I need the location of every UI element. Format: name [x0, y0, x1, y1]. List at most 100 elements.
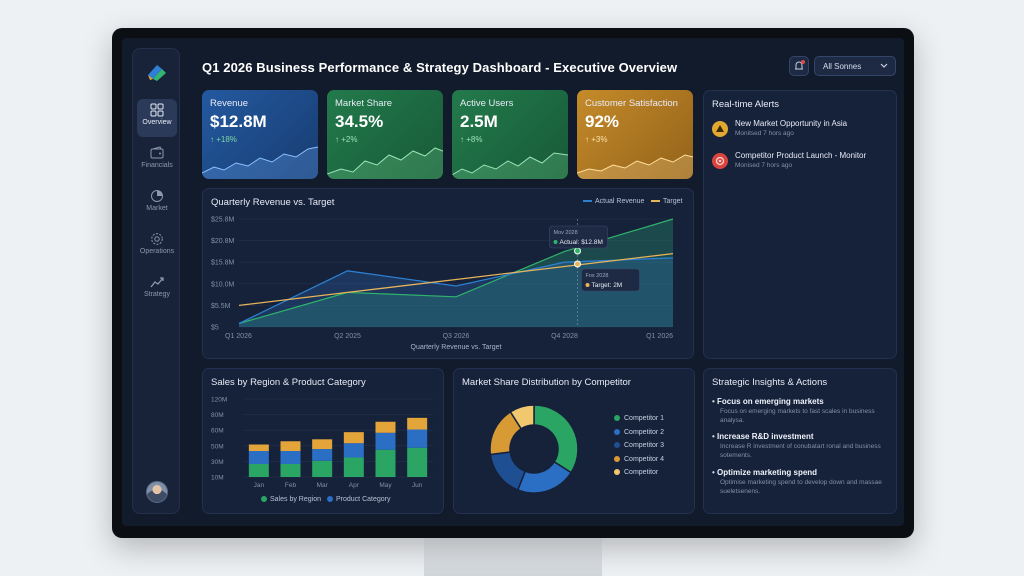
x-tick-label: Apr: [349, 482, 360, 489]
x-tick-label: Q3 2026: [443, 333, 470, 340]
alert-time: Monitsed 7 hors ago: [735, 130, 794, 137]
monitor-stand: [424, 536, 602, 576]
bar-other: [343, 432, 364, 444]
kpi-value: 34.5%: [335, 112, 384, 131]
insights-panel: Strategic Insights & Actions Focus on em…: [703, 368, 897, 514]
y-tick-label: $5: [211, 325, 219, 332]
x-tick-label: Mar: [317, 482, 329, 489]
notification-button[interactable]: [789, 56, 809, 76]
y-tick-label: 30M: [211, 459, 224, 466]
sidebar-item-financials[interactable]: Financials: [137, 142, 177, 180]
bar-other: [248, 444, 269, 451]
sidebar-item-operations[interactable]: Operations: [137, 228, 177, 266]
legend-actual: Actual Revenue: [583, 198, 644, 205]
bar-product-category: [407, 429, 428, 448]
legend-product-category: Product Category: [327, 496, 390, 503]
share-chart-title: Market Share Distribution by Competitor: [462, 377, 631, 388]
notification-dot: [801, 60, 805, 64]
sidebar-item-label: Overview: [142, 119, 172, 126]
sidebar-item-strategy[interactable]: Strategy: [137, 271, 177, 309]
donut-legend-item: Competitor: [614, 469, 658, 476]
bar-sales-by-region: [312, 460, 333, 477]
avatar[interactable]: [146, 481, 168, 503]
bar-other: [280, 441, 301, 451]
y-tick-label: 120M: [211, 397, 227, 404]
kpi-title: Revenue: [210, 98, 249, 109]
page-title: Q1 2026 Business Performance & Strategy …: [202, 60, 678, 75]
kpi-delta: ↑ +3%: [585, 135, 608, 144]
bar-other: [312, 439, 333, 450]
x-tick-label: Jan: [254, 482, 265, 489]
sidebar-item-label: Operations: [139, 248, 175, 255]
donut-legend-item: Competitor 1: [614, 415, 664, 422]
kpi-title: Active Users: [460, 98, 514, 109]
alerts-title: Real-time Alerts: [712, 99, 780, 110]
revenue-line-chart: $5 $5.5M $10.0M $15.8M $20.8M $25.8M Q1 2026 Q2…: [211, 217, 674, 351]
bell-icon: [795, 61, 803, 70]
tooltip-actual-value: Actual: $12.8M: [560, 239, 603, 246]
monitor-frame: Overview Financials Market: [112, 28, 914, 538]
kpi-value: $12.8M: [210, 112, 267, 131]
legend-target: Target: [651, 198, 682, 205]
tooltip-target-value: Target: 2M: [592, 282, 623, 289]
kpi-card-revenue[interactable]: Revenue $12.8M ↑ +18%: [202, 90, 318, 179]
chevron-down-icon: [880, 63, 888, 68]
kpi-card-active-users[interactable]: Active Users 2.5M ↑ +8%: [452, 90, 568, 179]
sidebar-item-overview[interactable]: Overview: [137, 99, 177, 137]
tooltip-actual-label: Mov 2028: [554, 230, 578, 236]
bar-sales-by-region: [407, 447, 428, 477]
insight-item[interactable]: Increase R&D investment Increase R inves…: [712, 432, 892, 461]
y-tick-label: $25.8M: [211, 217, 235, 224]
revenue-chart-panel: Quarterly Revenue vs. Target Actual Reve…: [202, 188, 694, 359]
share-donut-chart: [489, 404, 579, 494]
insight-item[interactable]: Optimize marketing spend Optimise market…: [712, 468, 892, 497]
insight-item[interactable]: Focus on emerging markets Focus on emerg…: [712, 397, 892, 426]
insight-body: Optimise marketing spend to develop down…: [720, 479, 882, 495]
x-tick-label: Q1 2026: [646, 333, 673, 340]
x-tick-label: Q4 2028: [551, 333, 578, 340]
bar-other: [407, 417, 428, 430]
region-chart-title: Sales by Region & Product Category: [211, 377, 366, 388]
kpi-card-market-share[interactable]: Market Share 34.5% ↑ +2%: [327, 90, 443, 179]
insights-title: Strategic Insights & Actions: [712, 377, 828, 388]
donut-slice: [489, 451, 527, 491]
kpi-card-customer-satisfaction[interactable]: Customer Satisfaction 92% ↑ +3%: [577, 90, 693, 179]
alert-time: Monised 7 hors ago: [735, 162, 793, 169]
donut-legend-item: Competitor 3: [614, 442, 664, 449]
sidebar-item-label: Market: [146, 205, 168, 212]
bar-sales-by-region: [375, 449, 396, 477]
dashboard-screen: Overview Financials Market: [122, 38, 904, 526]
y-tick-label: 50M: [211, 443, 224, 450]
y-tick-label: 80M: [211, 412, 224, 419]
x-tick-label: Q1 2026: [225, 333, 252, 340]
insight-body: Increase R investment of conubatart rona…: [720, 443, 881, 459]
series-area-actual: [239, 257, 673, 327]
region-bar-chart: 120M 80M 60M 50M 30M 10M Jan Feb Mar Apr May Jun: [211, 397, 433, 489]
warning-icon: [712, 121, 728, 137]
y-tick-label: $20.8M: [211, 238, 235, 245]
alert-title: Competitor Product Launch - Monitor: [735, 151, 867, 160]
target-icon: [712, 153, 728, 169]
kpi-value: 2.5M: [460, 112, 498, 131]
y-tick-label: 10M: [211, 475, 224, 482]
kpi-delta: ↑ +18%: [210, 135, 237, 144]
y-tick-label: 60M: [211, 428, 224, 435]
filter-select[interactable]: All Sonnes: [814, 56, 896, 76]
share-chart-panel: Market Share Distribution by Competitor …: [453, 368, 695, 514]
bar-other: [375, 421, 396, 433]
bar-product-category: [375, 432, 396, 450]
bar-sales-by-region: [280, 464, 301, 477]
x-tick-label: Jun: [412, 482, 423, 489]
insight-head: Focus on emerging markets: [712, 397, 892, 406]
series-line-target: [238, 252, 674, 307]
kpi-delta: ↑ +2%: [335, 135, 358, 144]
grid-icon: [150, 103, 164, 117]
x-axis-label: Quarterly Revenue vs. Target: [411, 344, 502, 351]
bar-product-category: [312, 449, 333, 461]
sidebar-item-market[interactable]: Market: [137, 185, 177, 223]
tooltip-target-label: Fos 2028: [586, 273, 609, 279]
kpi-sparkline: [452, 152, 568, 179]
point-actual: [574, 247, 582, 255]
x-tick-label: Feb: [285, 482, 297, 489]
bar-product-category: [343, 443, 364, 458]
